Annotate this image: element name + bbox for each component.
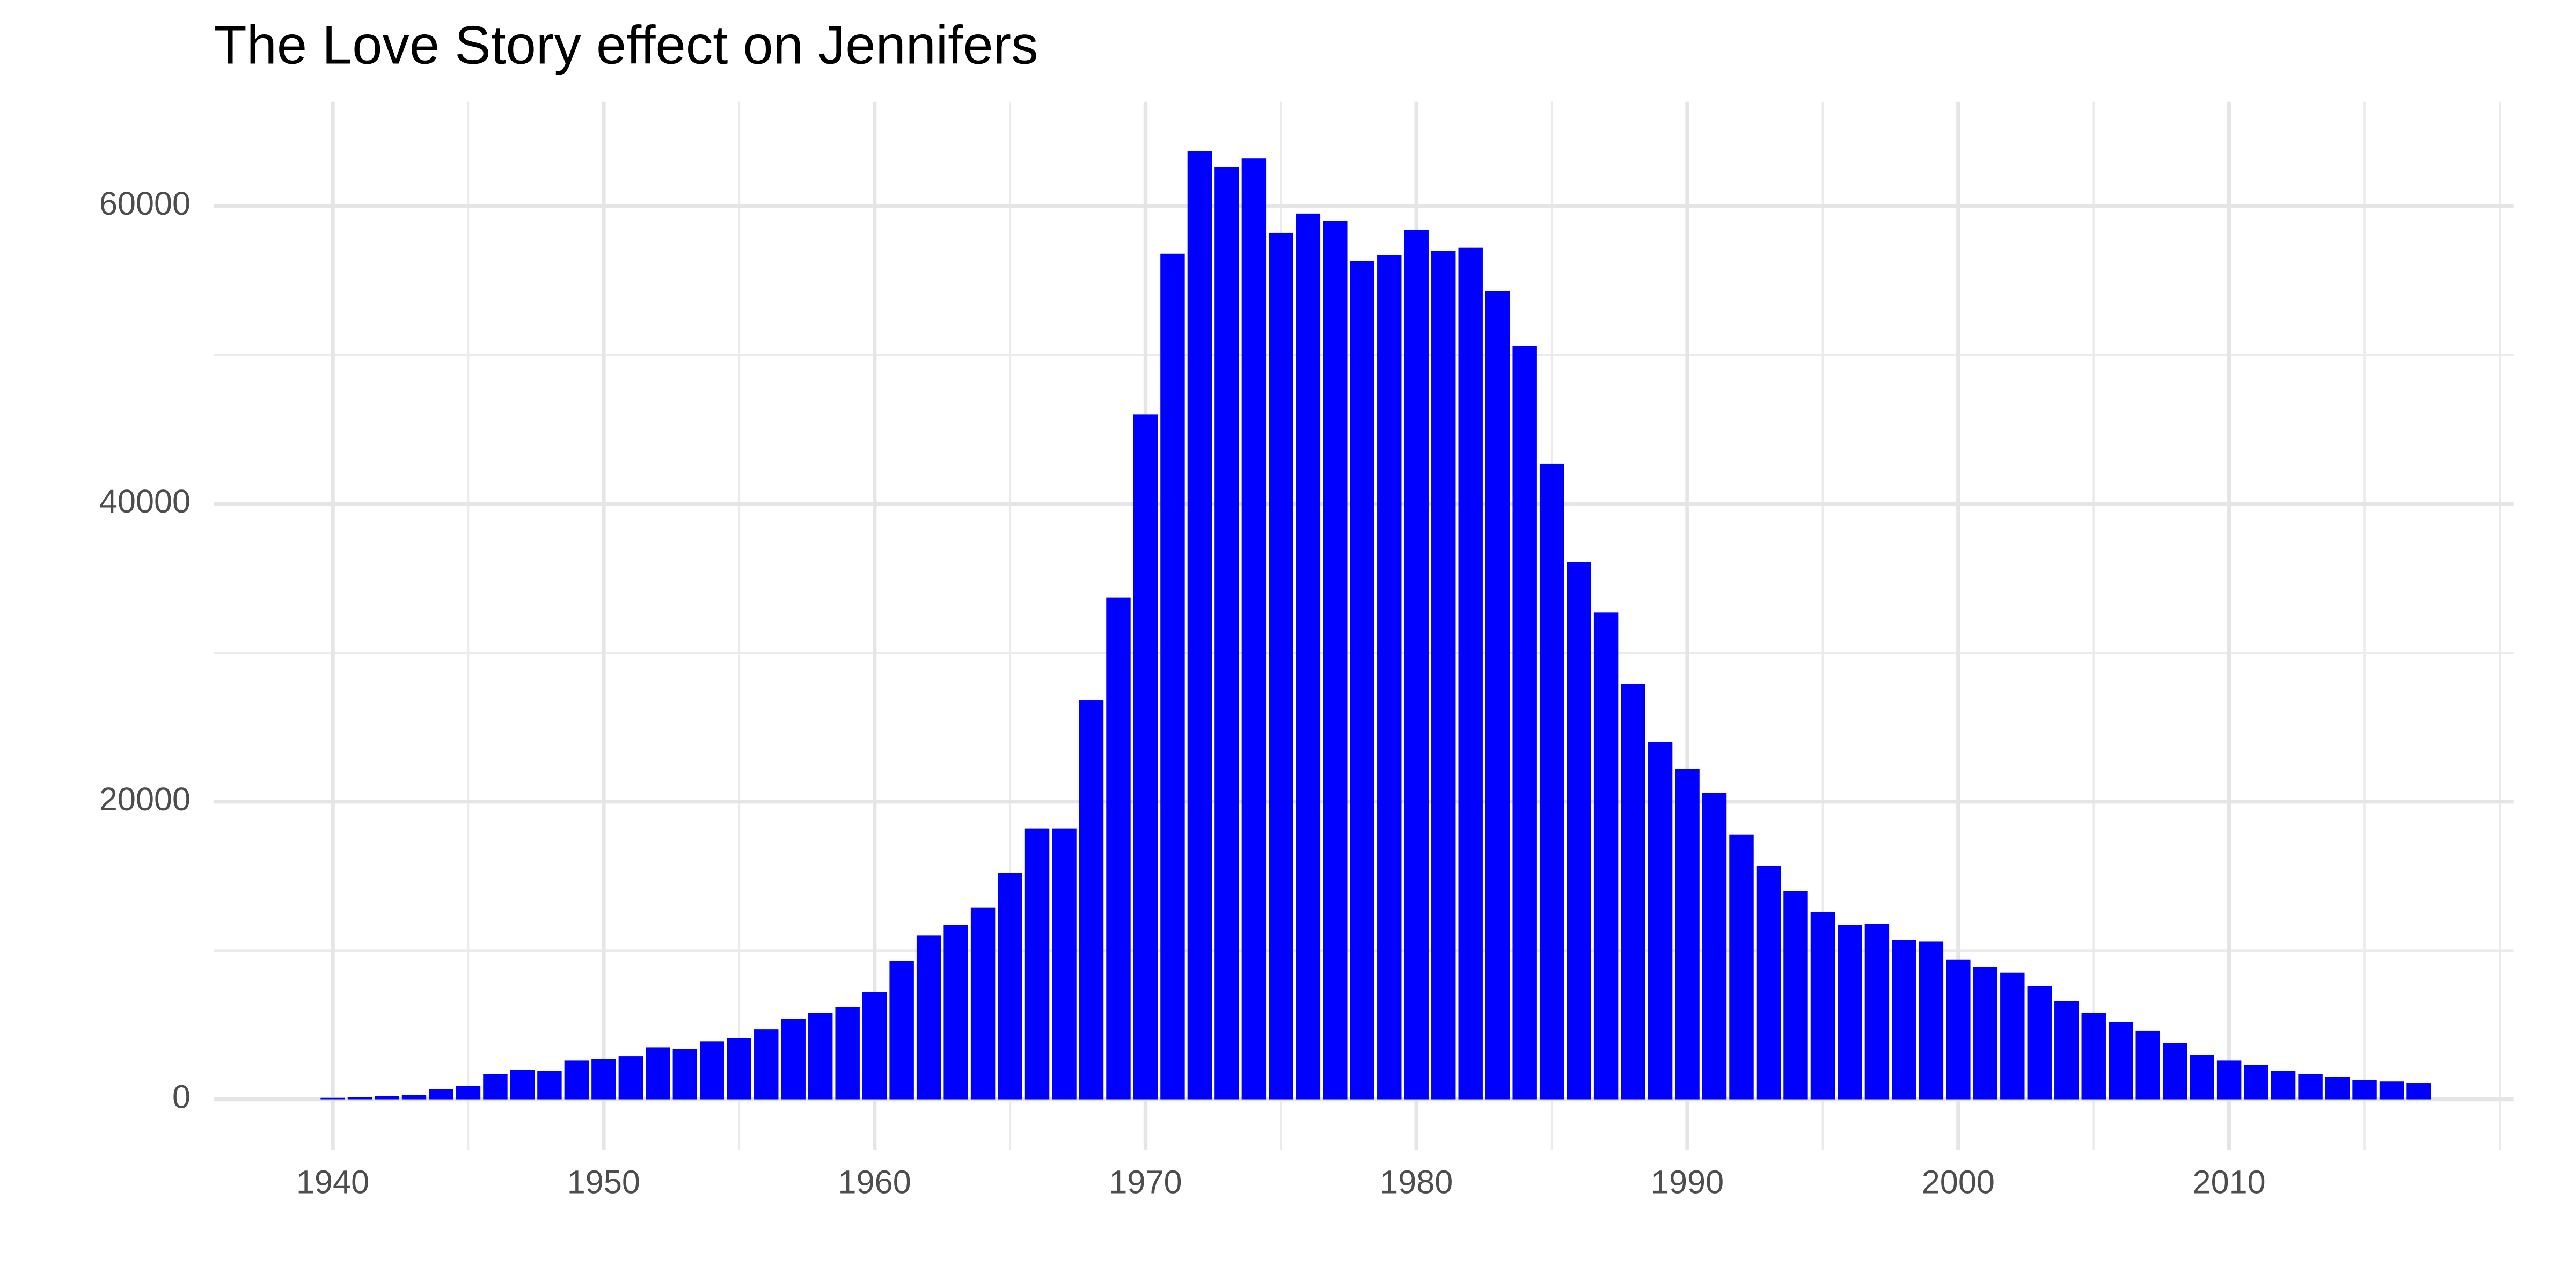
bar (429, 1089, 453, 1100)
bar (943, 925, 968, 1100)
bar (1296, 213, 1321, 1100)
bar (1133, 414, 1158, 1100)
bar (1702, 793, 1727, 1100)
x-tick-label: 1980 (1380, 1163, 1453, 1200)
bar (1838, 925, 1862, 1100)
bar (2000, 972, 2025, 1100)
bar (2244, 1065, 2268, 1100)
bar (618, 1056, 643, 1100)
bar (2135, 1030, 2160, 1100)
bar (1593, 612, 1619, 1100)
bar (456, 1086, 481, 1100)
bar (1756, 865, 1781, 1100)
bar (2109, 1022, 2133, 1100)
bar (1892, 940, 1916, 1100)
bar (1973, 967, 1998, 1100)
bar (2162, 1043, 2187, 1100)
bar (537, 1071, 562, 1100)
bar (1024, 828, 1050, 1100)
bar (1377, 255, 1402, 1100)
bar (646, 1047, 670, 1100)
x-tick-label: 2010 (2193, 1163, 2266, 1200)
bar (1350, 261, 1375, 1100)
bar (1567, 562, 1591, 1100)
bar (1539, 463, 1564, 1100)
bar (1160, 253, 1185, 1100)
bar (375, 1096, 399, 1100)
x-tick-label: 1950 (567, 1163, 640, 1200)
bar (2027, 986, 2052, 1100)
bar (1458, 247, 1483, 1100)
bar (1106, 597, 1131, 1100)
bar (1946, 959, 1971, 1100)
x-tick-label: 1960 (838, 1163, 911, 1200)
bar (862, 992, 887, 1100)
bar (1052, 828, 1077, 1100)
bar (2081, 1013, 2106, 1100)
bar (1919, 941, 1944, 1100)
bar (2325, 1077, 2350, 1100)
bar (889, 961, 914, 1100)
bar (1512, 346, 1537, 1100)
bar (1079, 700, 1104, 1100)
bar (1187, 151, 1212, 1100)
bar (510, 1070, 535, 1100)
bar (672, 1049, 698, 1100)
bar (2352, 1080, 2377, 1100)
bar (1241, 158, 1267, 1100)
bar (1810, 911, 1835, 1100)
bar (2298, 1074, 2323, 1100)
y-tick-label: 40000 (99, 483, 191, 519)
x-tick-label: 2000 (1922, 1163, 1995, 1200)
bar (1323, 221, 1348, 1100)
bar (401, 1095, 427, 1100)
bar (1404, 230, 1429, 1100)
bar (347, 1097, 372, 1100)
bar (2271, 1071, 2296, 1100)
bar (700, 1041, 724, 1100)
chart-title: The Love Story effect on Jennifers (214, 16, 1038, 76)
bar (1621, 684, 1645, 1100)
x-tick-label: 1990 (1651, 1163, 1724, 1200)
x-tick-label: 1970 (1109, 1163, 1182, 1200)
bar (727, 1038, 751, 1100)
bar (483, 1074, 508, 1100)
bar (564, 1060, 589, 1100)
bar (1648, 742, 1673, 1100)
bar (1729, 834, 1754, 1100)
bar (970, 907, 996, 1100)
bar (916, 935, 941, 1100)
bar (1485, 291, 1510, 1100)
bar (1783, 891, 1808, 1100)
y-tick-label: 20000 (99, 781, 191, 817)
bar (2190, 1055, 2214, 1100)
bar (1431, 251, 1456, 1100)
bar (1214, 167, 1239, 1100)
y-tick-label: 60000 (99, 185, 191, 222)
bar (591, 1059, 616, 1100)
bar (998, 873, 1022, 1100)
bar (781, 1019, 806, 1100)
bar (1269, 232, 1293, 1100)
y-tick-label: 0 (172, 1079, 191, 1115)
bar (2216, 1060, 2242, 1100)
bar (2406, 1083, 2431, 1100)
bar (808, 1013, 833, 1100)
bar (2379, 1081, 2404, 1100)
bar (1675, 769, 1700, 1100)
bar (754, 1029, 779, 1100)
bar (2054, 1001, 2079, 1100)
bar (835, 1007, 860, 1100)
bar (1864, 924, 1890, 1100)
bar (320, 1097, 345, 1100)
bars (320, 151, 2431, 1100)
x-tick-label: 1940 (296, 1163, 369, 1200)
